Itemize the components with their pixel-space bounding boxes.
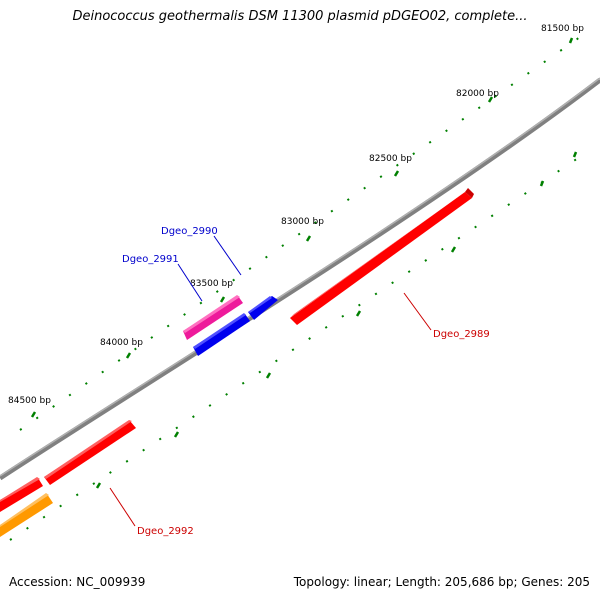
map-title: Deinococcus geothermalis DSM 11300 plasm… <box>72 9 528 24</box>
gene-label[interactable]: Dgeo_2992 <box>137 526 194 537</box>
tick-label: 84500 bp <box>8 396 51 406</box>
tick-mark <box>355 310 362 317</box>
gene-label[interactable]: Dgeo_2989 <box>433 329 490 340</box>
tick-mark <box>539 180 545 187</box>
gene-magenta[interactable] <box>183 295 243 340</box>
gene-dgeo-2990[interactable] <box>248 296 278 320</box>
tick-label: 83500 bp <box>190 279 233 289</box>
tick-mark <box>219 296 226 303</box>
tick-mark <box>30 411 37 418</box>
tick-mark <box>450 246 457 253</box>
tick-mark <box>572 151 578 158</box>
leader-line-dgeo-2989 <box>403 292 432 331</box>
gene-label-leaders <box>109 235 432 527</box>
gene-orange[interactable] <box>0 493 53 537</box>
tick-mark <box>173 431 180 438</box>
summary-label: Topology: linear; Length: 205,686 bp; Ge… <box>293 575 590 589</box>
dotted-scale-outer <box>19 29 591 431</box>
gene-features <box>0 188 474 537</box>
scale-tick-labels: 81500 bp 82000 bp 82500 bp 83000 bp 8350… <box>8 24 584 406</box>
gene-dgeo-2989[interactable] <box>290 188 474 325</box>
tick-label: 82500 bp <box>369 154 412 164</box>
gene-label[interactable]: Dgeo_2991 <box>122 254 179 265</box>
gene-red-left[interactable] <box>0 477 43 512</box>
gene-dgeo-2991[interactable] <box>193 313 250 356</box>
tick-label: 82000 bp <box>456 89 499 99</box>
tick-label: 81500 bp <box>541 24 584 34</box>
tick-marks-inner <box>95 151 578 489</box>
gene-label[interactable]: Dgeo_2990 <box>161 226 218 237</box>
tick-label: 83000 bp <box>281 217 324 227</box>
leader-line-dgeo-2992 <box>109 487 136 527</box>
tick-label: 84000 bp <box>100 338 143 348</box>
tick-mark <box>305 235 312 242</box>
tick-marks-outer <box>30 37 574 418</box>
tick-mark <box>265 372 272 379</box>
tick-mark <box>393 170 400 177</box>
dna-backbone <box>0 77 600 481</box>
leader-line-dgeo-2991 <box>177 263 203 302</box>
leader-line-dgeo-2990 <box>213 235 242 276</box>
tick-mark <box>125 352 132 359</box>
gene-dgeo-2992[interactable] <box>44 420 136 485</box>
gene-labels: Dgeo_2990 Dgeo_2991 Dgeo_2989 Dgeo_2992 <box>122 226 490 537</box>
dotted-scale-inner <box>9 149 591 541</box>
tick-mark <box>568 37 574 44</box>
tick-mark <box>95 482 102 489</box>
tick-mark <box>487 96 494 103</box>
accession-label: Accession: NC_009939 <box>9 575 146 589</box>
